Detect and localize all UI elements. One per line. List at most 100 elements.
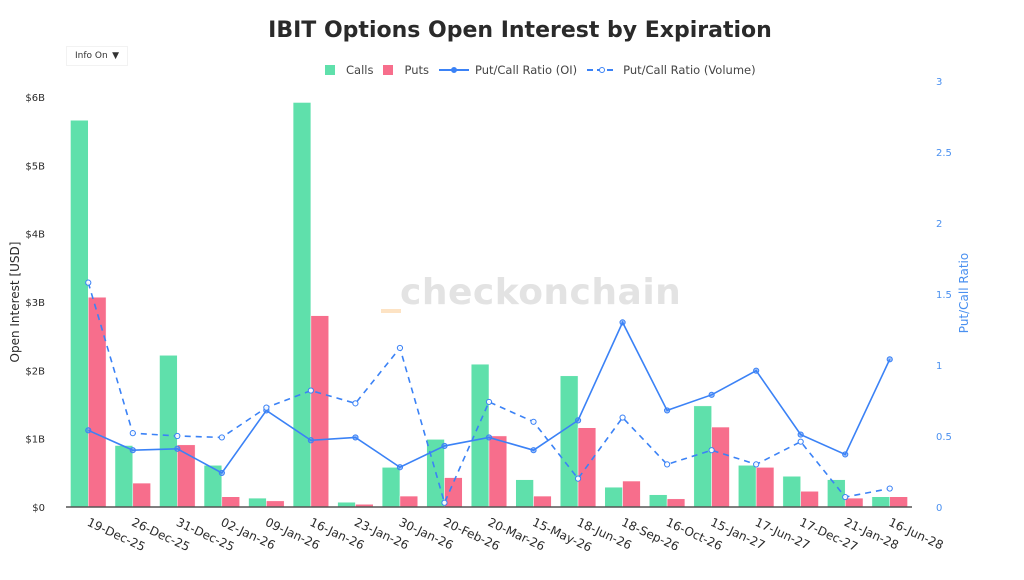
- volume-ratio-point[interactable]: [664, 461, 671, 468]
- volume-ratio-point[interactable]: [574, 475, 582, 482]
- puts-bar[interactable]: [666, 498, 686, 508]
- calls-bar[interactable]: [782, 476, 801, 508]
- y-tick-label: $6B: [25, 93, 45, 104]
- puts-bar[interactable]: [88, 296, 107, 508]
- oi-ratio-point[interactable]: [708, 391, 715, 398]
- oi-ratio-point[interactable]: [753, 367, 760, 374]
- oi-ratio-point[interactable]: [485, 434, 493, 441]
- calls-bar[interactable]: [159, 355, 178, 508]
- oi-ratio-point[interactable]: [886, 356, 893, 363]
- watermark: checkonchain: [400, 272, 682, 313]
- oi-ratio-point[interactable]: [441, 442, 448, 450]
- calls-bar[interactable]: [470, 363, 490, 508]
- y-tick-label: $2B: [25, 366, 45, 377]
- puts-bar[interactable]: [622, 480, 641, 508]
- y-axis-title: Open Interest [USD]: [8, 242, 22, 363]
- calls-bar[interactable]: [248, 497, 267, 508]
- chart-title: IBIT Options Open Interest by Expiration: [268, 18, 772, 43]
- oi-ratio-point[interactable]: [174, 445, 181, 452]
- legend-label-oi-ratio: Put/Call Ratio (OI): [475, 63, 578, 77]
- y-tick-label: $4B: [25, 230, 45, 241]
- volume-ratio-point[interactable]: [352, 400, 359, 407]
- oi-ratio-point[interactable]: [396, 464, 404, 471]
- y2-tick-label: 0: [936, 503, 942, 514]
- legend-item-volume-ratio[interactable]: Put/Call Ratio (Volume): [587, 63, 756, 77]
- dashed-line-marker-icon: [587, 67, 618, 73]
- y2-tick-label: 0.5: [936, 432, 952, 443]
- solid-line-marker-icon: [439, 67, 469, 73]
- oi-ratio-point[interactable]: [129, 447, 136, 454]
- legend-item-calls[interactable]: Calls: [325, 63, 373, 77]
- y2-tick-label: 2: [936, 219, 942, 230]
- y-tick-label: $3B: [25, 298, 45, 309]
- puts-bar[interactable]: [310, 315, 329, 508]
- legend-item-puts[interactable]: Puts: [383, 63, 429, 77]
- y2-tick-label: 1.5: [936, 290, 952, 301]
- oi-ratio-point[interactable]: [664, 407, 671, 414]
- puts-bar[interactable]: [889, 496, 908, 508]
- calls-bar[interactable]: [114, 445, 134, 508]
- puts-bar[interactable]: [266, 500, 285, 508]
- calls-bar[interactable]: [649, 494, 668, 508]
- calls-bar[interactable]: [827, 479, 846, 508]
- oi-ratio-point[interactable]: [842, 451, 849, 458]
- y-tick-label: $0: [32, 503, 45, 514]
- info-toggle-dropdown[interactable]: Info On ▼: [66, 46, 128, 66]
- oi-ratio-point[interactable]: [574, 417, 582, 424]
- puts-bar[interactable]: [221, 496, 240, 508]
- volume-ratio-point[interactable]: [85, 279, 92, 286]
- calls-bar[interactable]: [515, 479, 534, 508]
- legend-label-calls: Calls: [346, 63, 374, 77]
- volume-ratio-point[interactable]: [842, 493, 849, 501]
- calls-bar[interactable]: [292, 102, 312, 508]
- puts-bar[interactable]: [755, 467, 775, 508]
- calls-bar[interactable]: [70, 119, 89, 508]
- volume-ratio-point[interactable]: [530, 418, 537, 425]
- puts-bar[interactable]: [844, 497, 864, 508]
- volume-ratio-point[interactable]: [263, 404, 270, 411]
- volume-ratio-point[interactable]: [307, 387, 314, 394]
- oi-ratio-point[interactable]: [218, 469, 225, 477]
- calls-bar[interactable]: [604, 486, 623, 508]
- calls-bar[interactable]: [693, 405, 712, 508]
- volume-ratio-point[interactable]: [441, 499, 448, 506]
- puts-bar[interactable]: [488, 435, 508, 508]
- volume-ratio-point[interactable]: [218, 434, 225, 441]
- volume-ratio-point[interactable]: [174, 432, 181, 440]
- volume-ratio-point[interactable]: [753, 461, 760, 468]
- calls-bar[interactable]: [559, 375, 579, 508]
- volume-ratio-point[interactable]: [396, 344, 404, 352]
- calls-bar[interactable]: [738, 465, 757, 508]
- legend-label-volume-ratio: Put/Call Ratio (Volume): [623, 63, 756, 77]
- volume-ratio-point[interactable]: [485, 398, 493, 406]
- y2-tick-label: 2.5: [936, 148, 952, 159]
- oi-ratio-point[interactable]: [352, 434, 359, 441]
- volume-ratio-point[interactable]: [886, 485, 893, 492]
- oi-ratio-point[interactable]: [797, 431, 804, 438]
- y2-axis-title: Put/Call Ratio: [957, 253, 971, 333]
- volume-ratio-point[interactable]: [129, 430, 136, 437]
- puts-swatch-icon: [383, 65, 394, 75]
- y2-tick-label: 1: [936, 361, 942, 372]
- oi-ratio-point[interactable]: [307, 437, 314, 444]
- legend-item-oi-ratio[interactable]: Put/Call Ratio (OI): [439, 63, 577, 77]
- oi-ratio-point[interactable]: [85, 427, 92, 434]
- info-toggle-label: Info On: [75, 51, 108, 61]
- puts-bar[interactable]: [399, 495, 419, 508]
- volume-ratio-point[interactable]: [797, 438, 804, 445]
- puts-bar[interactable]: [533, 495, 552, 508]
- calls-bar[interactable]: [381, 467, 401, 508]
- volume-ratio-point[interactable]: [708, 447, 715, 454]
- puts-bar[interactable]: [800, 491, 819, 508]
- calls-bar[interactable]: [871, 496, 890, 508]
- volume-ratio-point[interactable]: [619, 414, 626, 421]
- oi-ratio-point[interactable]: [530, 447, 537, 454]
- legend-label-puts: Puts: [404, 63, 429, 77]
- oi-ratio-point[interactable]: [619, 319, 626, 326]
- caret-down-icon: ▼: [112, 51, 119, 61]
- puts-bar[interactable]: [132, 482, 151, 508]
- puts-bar[interactable]: [711, 426, 730, 508]
- y-tick-label: $5B: [25, 161, 45, 172]
- calls-swatch-icon: [325, 65, 335, 75]
